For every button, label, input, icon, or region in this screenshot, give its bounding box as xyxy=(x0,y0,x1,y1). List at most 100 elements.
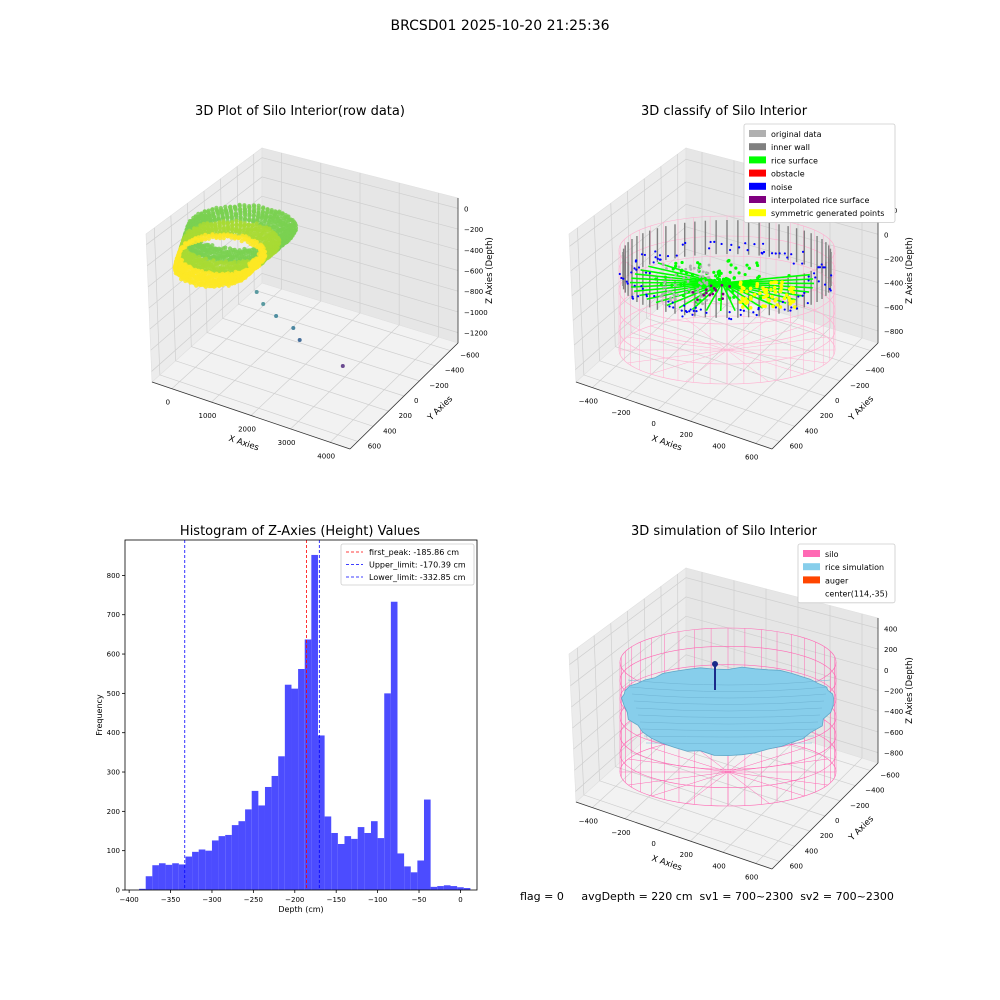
classify-symmetric-point xyxy=(780,280,784,285)
raw-point-cloud-point xyxy=(221,246,226,251)
sim-rice-mesh-line xyxy=(637,714,821,718)
raw-z-tick-label: 0 xyxy=(464,205,468,213)
raw-point-cloud-point xyxy=(229,235,234,240)
classify-original-point xyxy=(661,263,665,266)
classify-noise-point xyxy=(635,268,638,271)
classify-z-tick-label: −400 xyxy=(884,280,903,288)
classify-rice-surface-point xyxy=(730,289,735,294)
histogram-bar xyxy=(317,735,325,890)
classify-noise-point xyxy=(795,307,799,310)
histogram-bar xyxy=(271,775,279,890)
raw-point-cloud-point xyxy=(236,235,241,241)
classify-noise-point xyxy=(786,256,789,259)
classify-silo-floor-spoke xyxy=(627,336,728,351)
classify-original-point xyxy=(685,290,688,294)
classify-interpolated-point xyxy=(709,284,713,288)
classify-rice-surface-point xyxy=(671,267,675,271)
classify-noise-point xyxy=(666,254,670,258)
classify-noise-point xyxy=(739,313,742,316)
histogram-bar xyxy=(390,601,398,890)
raw-y-gridline xyxy=(153,227,358,442)
histogram-x-tick-label: −100 xyxy=(368,896,387,904)
classify-noise-point xyxy=(622,277,625,280)
classify-noise-point xyxy=(774,306,777,309)
classify-rice-surface-stroke xyxy=(705,282,723,311)
raw-point-cloud-point xyxy=(220,282,225,288)
classify-symmetric-point xyxy=(792,305,797,309)
classify-symmetric-point xyxy=(770,295,775,299)
classify-x-gridline xyxy=(755,193,863,444)
classify-z-tick-label: −600 xyxy=(884,304,903,312)
classify-symmetric-point xyxy=(748,305,753,310)
classify-original-point xyxy=(660,299,664,303)
classify-y-tick-label: 0 xyxy=(835,397,839,405)
histogram-bar xyxy=(450,886,458,890)
classify-noise-point xyxy=(672,306,675,309)
histogram-bar xyxy=(251,790,259,890)
raw-point-cloud-point xyxy=(200,282,205,287)
raw-point-cloud-point xyxy=(232,236,237,241)
raw-point-cloud-point xyxy=(261,206,266,211)
classify-rice-surface-point xyxy=(725,287,729,291)
sim-y-tick-label: 200 xyxy=(820,832,833,840)
histogram-bar xyxy=(218,836,226,890)
classify-noise-point xyxy=(631,295,634,298)
sim-y-tick-label: −200 xyxy=(850,802,869,810)
sim-z-gridline xyxy=(570,596,879,686)
classify-x-tick-label: −400 xyxy=(579,398,598,406)
histogram-bar xyxy=(377,838,385,890)
classify-noise-point xyxy=(645,293,648,296)
histogram-y-tick-label: 800 xyxy=(107,572,120,580)
raw-point-cloud-point xyxy=(203,237,208,242)
classify-interpolated-point xyxy=(696,298,699,302)
raw-x-tick-label: 1000 xyxy=(198,412,216,420)
histogram-bar xyxy=(211,840,219,890)
sim-y-tick-label: −400 xyxy=(865,787,884,795)
raw-z-gridline xyxy=(151,272,459,372)
classify-symmetric-point xyxy=(782,296,787,301)
raw-data-3d-plot: 010002000300040006004002000−200−400−6000… xyxy=(145,147,495,460)
classify-noise-point xyxy=(652,261,655,264)
classify-silo-floor-spoke xyxy=(685,318,728,351)
classify-y-gridline xyxy=(660,166,856,367)
classify-original-point xyxy=(698,275,702,279)
classify-rice-surface-point xyxy=(716,276,720,281)
raw-point-cloud-point xyxy=(213,283,218,288)
classify-z-axis-label: Z Axies (Depth) xyxy=(905,237,915,304)
classify-original-point xyxy=(687,275,691,279)
raw-point-cloud-point xyxy=(247,267,252,272)
classify-original-point xyxy=(689,267,693,271)
classify-legend-label: obstacle xyxy=(771,170,805,179)
classify-rice-surface-point xyxy=(732,276,736,280)
histogram-y-tick-label: 700 xyxy=(107,611,120,619)
classify-original-point xyxy=(665,267,668,270)
classify-rice-surface-point xyxy=(684,271,689,275)
classify-noise-point xyxy=(770,252,774,255)
classify-rice-surface-point xyxy=(755,261,759,265)
raw-point-cloud-point xyxy=(247,218,252,223)
classify-noise-point xyxy=(822,266,825,269)
sim-legend-box xyxy=(797,543,896,604)
classify-y-tick-label: −600 xyxy=(880,352,899,360)
classify-legend-label: inner wall xyxy=(771,143,810,152)
classify-silo-floor-spoke xyxy=(726,349,769,382)
classify-noise-point xyxy=(658,254,662,257)
classify-noise-point xyxy=(654,250,657,253)
histogram-bar xyxy=(284,684,292,890)
classify-noise-point xyxy=(620,276,623,280)
classify-noise-point xyxy=(658,258,661,261)
classify-noise-point xyxy=(757,308,760,311)
classify-rice-surface-point xyxy=(727,279,731,283)
classify-z-tick-label: −800 xyxy=(884,328,903,336)
sim-rice-mesh-line xyxy=(627,679,831,686)
classify-rice-surface-point xyxy=(682,283,686,287)
classify-rice-surface-point xyxy=(654,277,658,281)
classify-noise-point xyxy=(830,274,833,277)
classify-noise-point xyxy=(667,300,670,303)
histogram-legend-box xyxy=(340,543,475,586)
classify-rice-surface-point xyxy=(787,273,791,278)
histogram-y-tick-label: 600 xyxy=(107,651,120,659)
classify-symmetric-point xyxy=(773,289,777,293)
classify-rice-surface-stroke xyxy=(719,282,723,312)
classify-noise-point xyxy=(656,257,659,260)
